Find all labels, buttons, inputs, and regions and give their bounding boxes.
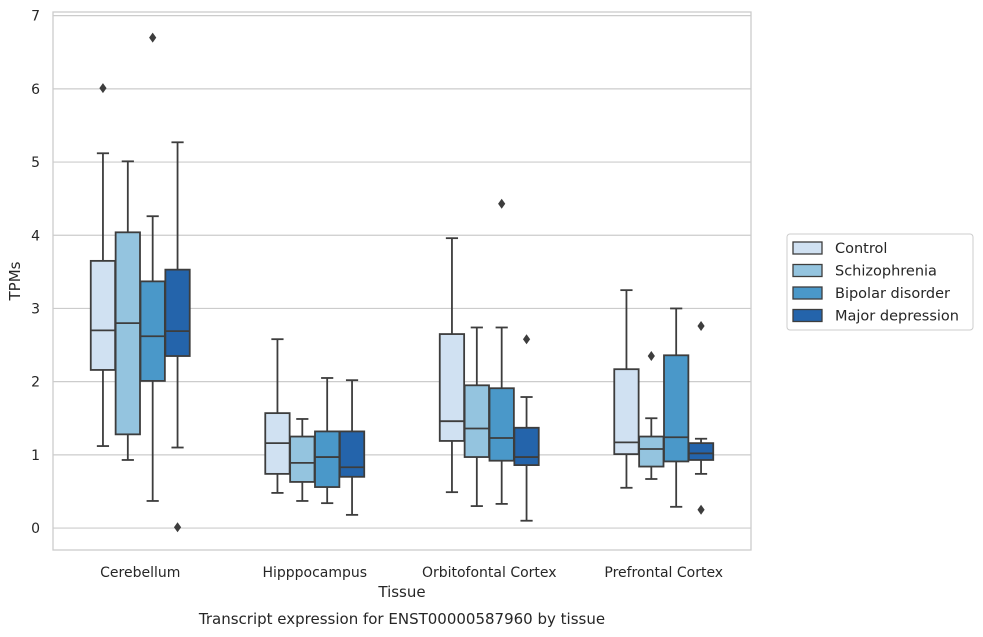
iqr-box (438, 333, 466, 442)
box-control (264, 338, 291, 494)
iqr-box (314, 430, 341, 488)
outlier-point (647, 351, 655, 362)
iqr-box (463, 384, 490, 458)
y-tick-label: 6 (31, 82, 40, 98)
x-tick-label: Hipppocampus (262, 565, 367, 581)
y-tick-label: 7 (31, 9, 40, 25)
iqr-box (638, 435, 665, 468)
box-control (613, 289, 640, 489)
box-bipolar-disorder (663, 307, 690, 508)
iqr-box (164, 268, 191, 357)
iqr-box (663, 354, 690, 463)
iqr-box (289, 435, 316, 483)
legend-label: Bipolar disorder (835, 286, 950, 302)
x-tick-label: Cerebellum (100, 565, 180, 581)
box-bipolar-disorder (139, 32, 166, 502)
iqr-box (139, 280, 166, 382)
iqr-box (114, 231, 141, 436)
outlier-point (149, 32, 157, 43)
plot-frame (52, 11, 752, 551)
box-major-depression (513, 334, 540, 522)
legend: Control Schizophrenia Bipolar disorder Majo… (786, 233, 974, 331)
box-schizophrenia (463, 326, 490, 507)
iqr-box (687, 442, 715, 461)
x-axis-ticks: Cerebellum Hipppocampus Orbitofontal Corte… (100, 565, 723, 581)
y-tick-label: 2 (31, 375, 40, 391)
x-tick-label: Prefrontal Cortex (604, 565, 723, 581)
legend-swatch (792, 308, 823, 323)
chart-caption: Transcript expression for ENST0000058796… (198, 610, 605, 628)
outlier-point (522, 334, 531, 345)
iqr-box (338, 430, 366, 478)
outlier-point (697, 321, 705, 332)
outlier-point (173, 522, 182, 533)
iqr-box (513, 426, 540, 466)
legend-swatch (792, 263, 823, 278)
y-axis-title: TPMs (6, 261, 24, 301)
y-tick-label: 3 (31, 301, 40, 317)
iqr-box (89, 259, 117, 371)
box-bipolar-disorder (488, 198, 515, 505)
legend-label: Control (835, 241, 887, 257)
box-major-depression (687, 321, 715, 515)
legend-label: Schizophrenia (835, 264, 937, 280)
box-control (438, 237, 466, 494)
outlier-point (498, 198, 506, 209)
box-schizophrenia (114, 160, 141, 461)
outlier-point (697, 504, 705, 515)
legend-swatch (792, 241, 823, 255)
box-schizophrenia (638, 351, 665, 480)
x-tick-label: Orbitofontal Cortex (422, 565, 557, 581)
box-major-depression (164, 141, 191, 533)
legend-swatch (792, 286, 823, 300)
y-tick-label: 1 (31, 448, 40, 464)
y-axis-ticks: 0 1 2 3 4 5 6 7 (31, 9, 40, 537)
x-axis-title: Tissue (377, 583, 425, 601)
outlier-point (99, 83, 107, 94)
y-tick-label: 5 (31, 155, 40, 171)
box-control (89, 83, 117, 447)
y-tick-label: 4 (31, 228, 40, 244)
legend-label: Major depression (835, 309, 959, 325)
iqr-box (488, 387, 515, 462)
y-tick-label: 0 (31, 521, 40, 537)
boxes (89, 32, 715, 533)
legend-frame (786, 233, 974, 331)
iqr-box (613, 368, 640, 456)
box-major-depression (338, 379, 366, 516)
